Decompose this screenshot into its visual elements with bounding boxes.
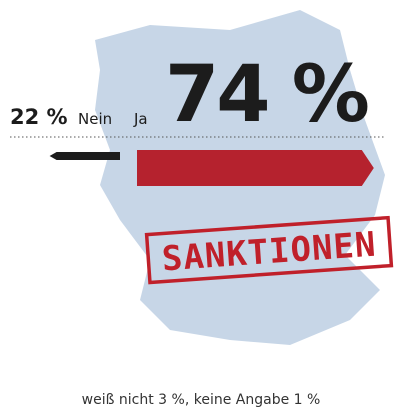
note: weiß nicht 3 %, keine Angabe 1 % [82, 392, 321, 408]
bar [49, 152, 120, 160]
category-label: Ja [133, 110, 148, 128]
value-label: 74 % [165, 50, 368, 140]
category-label: Nein [78, 110, 112, 128]
stamp-frame [144, 215, 394, 285]
value-label: 22 % [10, 105, 68, 129]
bar [137, 150, 374, 186]
